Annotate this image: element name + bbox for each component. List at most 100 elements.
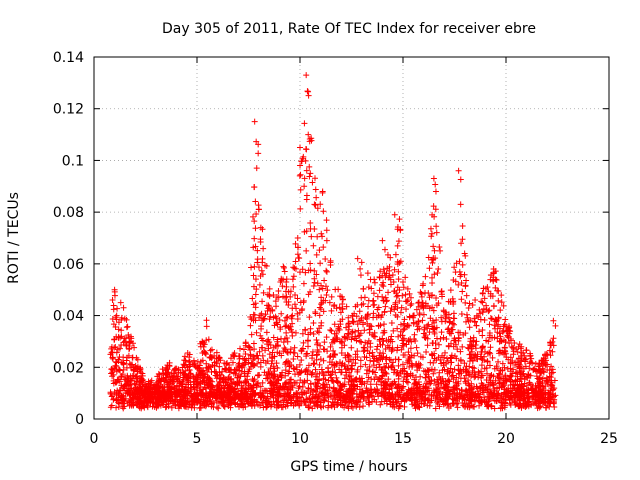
data-point: [442, 349, 449, 356]
data-point: [337, 369, 344, 376]
data-point: [365, 311, 372, 318]
data-point: [431, 271, 438, 278]
data-point: [459, 236, 466, 243]
data-point: [304, 88, 311, 95]
data-point: [323, 237, 330, 244]
data-point: [462, 252, 469, 259]
data-point: [466, 300, 473, 307]
data-point: [410, 319, 417, 326]
data-point: [428, 233, 435, 240]
data-point: [518, 349, 525, 356]
data-point: [292, 292, 299, 299]
data-point: [466, 324, 473, 331]
data-point: [283, 329, 290, 336]
data-point: [478, 298, 485, 305]
data-point: [303, 247, 310, 254]
data-point: [392, 251, 399, 258]
data-point: [357, 265, 364, 272]
y-axis-label: ROTI / TECUs: [6, 192, 22, 284]
data-point: [266, 291, 273, 298]
data-point: [331, 301, 338, 308]
data-point: [523, 347, 530, 354]
data-point: [314, 328, 321, 335]
data-point: [255, 150, 262, 157]
data-point: [497, 338, 504, 345]
data-point: [296, 361, 303, 368]
data-point: [249, 213, 256, 220]
chart-title: Day 305 of 2011, Rate Of TEC Index for r…: [162, 21, 536, 37]
data-point: [401, 316, 408, 323]
data-point: [548, 370, 555, 377]
data-point: [317, 260, 324, 267]
data-point: [360, 403, 367, 410]
data-point: [370, 290, 377, 297]
x-tick-label: 10: [291, 431, 309, 447]
data-point: [117, 299, 124, 306]
data-point: [391, 306, 398, 313]
data-point: [440, 334, 447, 341]
data-point: [479, 299, 486, 306]
x-axis-label: GPS time / hours: [290, 459, 407, 475]
data-point: [348, 336, 355, 343]
data-point: [291, 265, 298, 272]
data-point: [480, 305, 487, 312]
x-tick-label: 0: [90, 431, 99, 447]
data-point: [294, 234, 301, 241]
data-point: [305, 343, 312, 350]
data-point: [402, 291, 409, 298]
data-point: [289, 305, 296, 312]
data-point: [251, 218, 258, 225]
data-point: [258, 323, 265, 330]
data-point: [459, 288, 466, 295]
data-point: [459, 222, 466, 229]
data-point: [283, 276, 290, 283]
data-point: [341, 404, 348, 411]
data-point: [256, 281, 263, 288]
data-point: [122, 335, 129, 342]
data-point: [305, 131, 312, 138]
data-point: [402, 274, 409, 281]
data-point: [451, 321, 458, 328]
data-point: [327, 326, 334, 333]
data-point: [308, 233, 315, 240]
data-point: [263, 329, 270, 336]
data-point: [463, 277, 470, 284]
data-point: [462, 299, 469, 306]
data-point: [380, 321, 387, 328]
data-point: [313, 194, 320, 201]
data-point: [251, 118, 258, 125]
data-point: [486, 349, 493, 356]
data-point: [436, 244, 443, 251]
data-point: [432, 405, 439, 412]
x-tick-label: 5: [193, 431, 202, 447]
data-point: [392, 356, 399, 363]
data-point: [357, 272, 364, 279]
data-point: [550, 393, 557, 400]
data-point: [301, 120, 308, 127]
data-point: [307, 260, 314, 267]
data-point: [259, 352, 266, 359]
data-point: [457, 176, 464, 183]
data-point: [259, 298, 266, 305]
data-point: [257, 332, 264, 339]
data-point: [203, 323, 210, 330]
data-point: [303, 196, 310, 203]
data-point: [327, 259, 334, 266]
data-point: [265, 345, 272, 352]
data-point: [356, 338, 363, 345]
data-point: [280, 263, 287, 270]
data-point: [284, 338, 291, 345]
data-point: [422, 289, 429, 296]
data-point: [287, 346, 294, 353]
data-point: [328, 293, 335, 300]
data-point: [322, 256, 329, 263]
data-point: [343, 303, 350, 310]
data-point: [291, 301, 298, 308]
data-point: [552, 322, 559, 329]
data-point: [290, 365, 297, 372]
data-point: [256, 372, 263, 379]
data-point: [464, 344, 471, 351]
data-point: [294, 353, 301, 360]
data-point: [423, 378, 430, 385]
data-point: [260, 289, 267, 296]
